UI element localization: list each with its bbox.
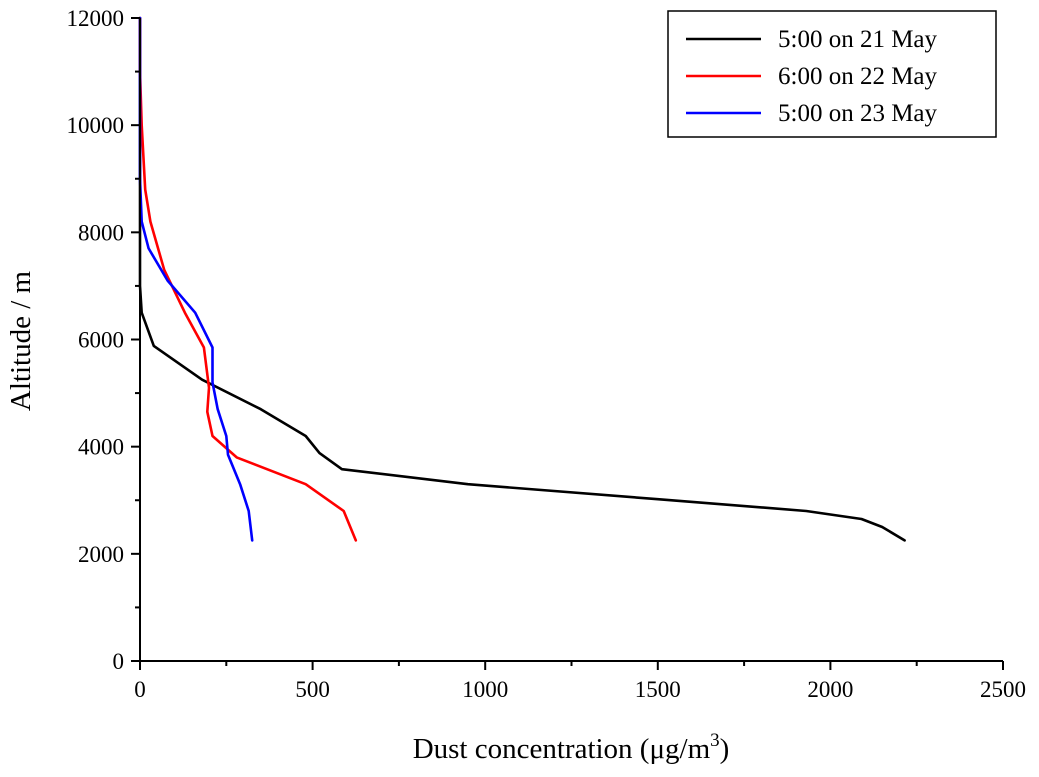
series-line-2 [138,16,358,542]
series-line-3 [138,16,254,542]
legend-box [667,10,997,138]
x-axis-title-main: Dust concentration (μg/m [413,733,711,765]
y-tick-label: 4000 [78,435,124,460]
legend: 5:00 on 21 May 6:00 on 22 May 5:00 on 23 M… [667,10,997,138]
x-axis-title-superscript: 3 [710,730,720,751]
legend-label-1: 5:00 on 21 May [778,26,938,53]
y-tick-label: 10000 [67,113,125,138]
y-tick-label: 2000 [78,542,124,567]
y-axis-title: Altitude / m [5,270,37,411]
x-tick-label: 1000 [462,677,508,702]
y-tick-label: 0 [113,649,125,674]
y-tick-label: 12000 [67,6,125,31]
y-axis: 0 2000 4000 6000 8000 10000 12000 [67,6,141,674]
x-axis-title-tail: ) [720,733,730,765]
x-tick-label: 2000 [807,677,853,702]
y-tick-label: 6000 [78,328,124,353]
x-tick-label: 1500 [635,677,681,702]
x-axis-title: Dust concentration (μg/m3) [413,730,730,765]
x-axis: 0 500 1000 1500 2000 2500 [134,660,1026,702]
y-tick-label: 8000 [78,220,124,245]
x-tick-label: 500 [295,677,330,702]
x-tick-label: 2500 [980,677,1026,702]
legend-label-3: 5:00 on 23 May [778,100,938,127]
x-tick-label: 0 [134,677,146,702]
legend-label-2: 6:00 on 22 May [778,63,938,90]
